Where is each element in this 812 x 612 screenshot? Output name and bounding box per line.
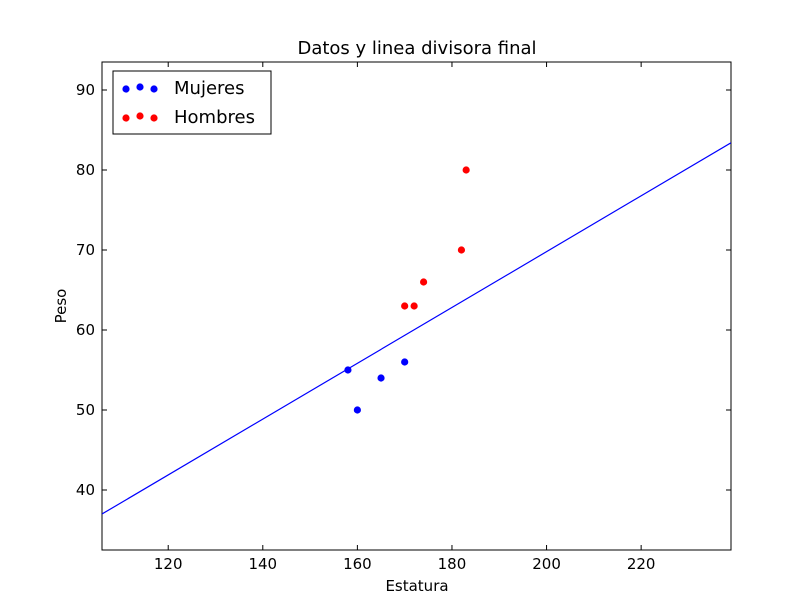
- data-point-mujeres: [344, 366, 352, 374]
- legend-box: [112, 70, 272, 135]
- legend-label-hombres: Hombres: [174, 107, 255, 128]
- legend-marker-hombres: [122, 114, 130, 122]
- legend-marker-mujeres: [122, 85, 130, 93]
- x-tick-label: 160: [343, 555, 372, 573]
- legend-marker-hombres: [136, 112, 144, 120]
- legend: Mujeres Hombres: [112, 70, 272, 135]
- x-tick-label: 120: [154, 555, 183, 573]
- x-axis-label: Estatura: [385, 577, 448, 595]
- y-tick-label: 80: [76, 161, 95, 179]
- y-tick-label: 70: [76, 241, 95, 259]
- chart-title: Datos y linea divisora final: [297, 38, 536, 59]
- x-tick-label: 200: [532, 555, 561, 573]
- y-tick-label: 60: [76, 321, 95, 339]
- data-point-hombres: [401, 302, 409, 310]
- legend-marker-mujeres: [136, 83, 144, 91]
- x-tick-label: 180: [438, 555, 467, 573]
- divider-line: [102, 142, 731, 515]
- y-tick-label: 50: [76, 401, 95, 419]
- data-point-hombres: [419, 278, 428, 286]
- data-point-hombres: [462, 166, 470, 174]
- data-layer: [102, 142, 731, 515]
- data-point-hombres: [457, 246, 466, 254]
- legend-label-mujeres: Mujeres: [174, 78, 244, 99]
- y-tick-label: 90: [76, 81, 95, 99]
- y-axis-label: Peso: [52, 289, 70, 324]
- data-point-mujeres: [401, 358, 409, 366]
- data-point-hombres: [410, 302, 418, 310]
- data-point-mujeres: [353, 406, 361, 414]
- axes-frame: [101, 61, 732, 551]
- x-tick-label: 140: [248, 555, 277, 573]
- legend-marker-hombres: [150, 114, 158, 122]
- data-point-mujeres: [377, 374, 385, 382]
- legend-marker-mujeres: [150, 85, 158, 93]
- x-tick-label: 220: [627, 555, 656, 573]
- plot-area: 120 140 160 180 200 220 40 50 60 70 80 90: [76, 61, 732, 573]
- y-tick-label: 40: [76, 481, 95, 499]
